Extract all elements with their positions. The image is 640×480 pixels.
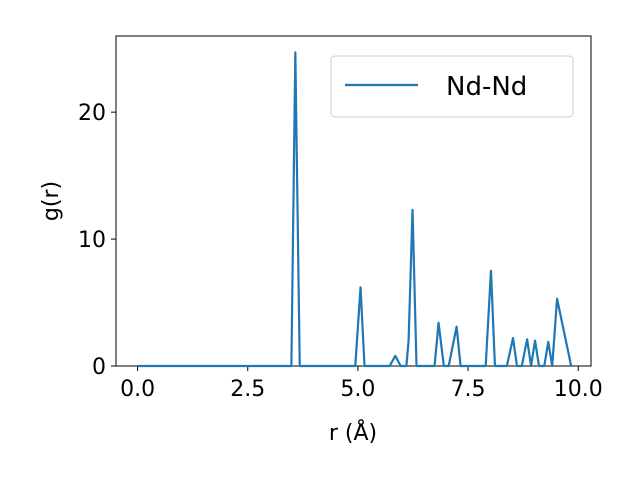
- y-tick-label: 0: [92, 355, 106, 380]
- x-axis-label: r (Å): [329, 419, 377, 446]
- data-line: [137, 51, 573, 368]
- y-tick-label: 10: [78, 228, 106, 253]
- x-tick-label: 2.5: [230, 377, 265, 402]
- x-tick-label: 7.5: [451, 377, 486, 402]
- x-tick-label: 10.0: [554, 377, 603, 402]
- y-tick-label: 20: [78, 101, 106, 126]
- x-tick-label: 0.0: [120, 377, 155, 402]
- legend-box: [330, 55, 574, 118]
- legend-label: Nd-Nd: [446, 72, 527, 102]
- y-axis-label: g(r): [39, 181, 64, 221]
- x-tick-label: 5.0: [340, 377, 375, 402]
